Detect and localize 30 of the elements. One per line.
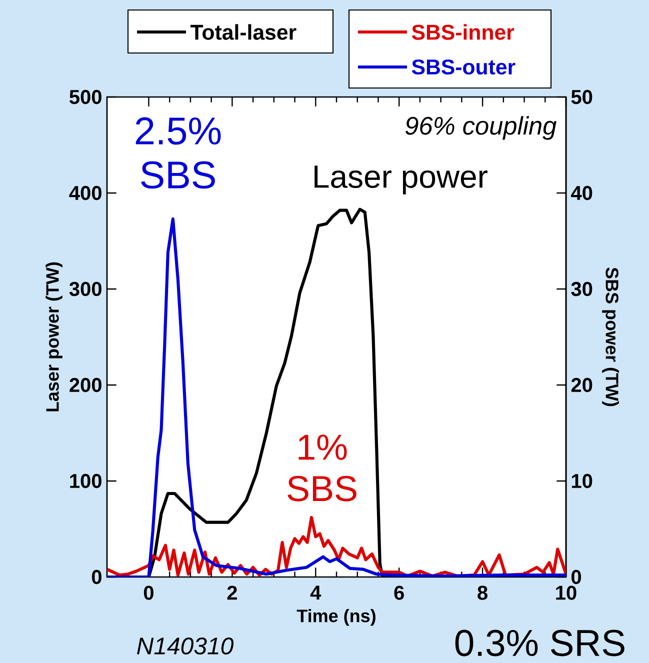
y2-tick-label: 50 [571,90,592,104]
y2-axis-title: SBS power (TW) [602,268,619,406]
x-tick-label: 10 [556,586,576,600]
y-tick-label: 200 [70,378,102,392]
x-tick-label: 8 [478,586,488,600]
legend-label: SBS-inner [412,24,514,40]
text: N140310 [137,637,234,654]
x-tick-label: 0 [144,586,154,600]
annotation: 1% SBS [288,434,356,502]
y2-tick-label: 20 [571,378,592,392]
x-axis-title: Time (ns) [296,609,376,626]
x-tick-label: 4 [310,586,322,600]
annotation: 2.5% SBS [136,117,221,189]
y-tick-label: 500 [70,90,102,104]
y-tick-label: 100 [70,474,102,488]
y-axis-title: Laser power (TW) [46,262,62,412]
legend-label: Total-laser [190,24,296,40]
text: 0.3% SRS [455,630,624,656]
legend-label: SBS-outer [412,59,516,75]
y-tick-label: 0 [92,570,102,584]
annotation: Laser power [314,166,488,194]
annotation: 96% coupling [405,116,556,140]
y-tick-label: 300 [69,282,102,296]
x-tick-label: 6 [394,586,404,600]
y2-tick-label: 10 [572,474,592,488]
y-tick-label: 400 [69,186,102,200]
x-tick-label: 2 [227,586,237,600]
y2-tick-label: 0 [572,570,582,584]
y2-tick-label: 40 [571,186,592,200]
y2-tick-label: 30 [571,282,592,296]
